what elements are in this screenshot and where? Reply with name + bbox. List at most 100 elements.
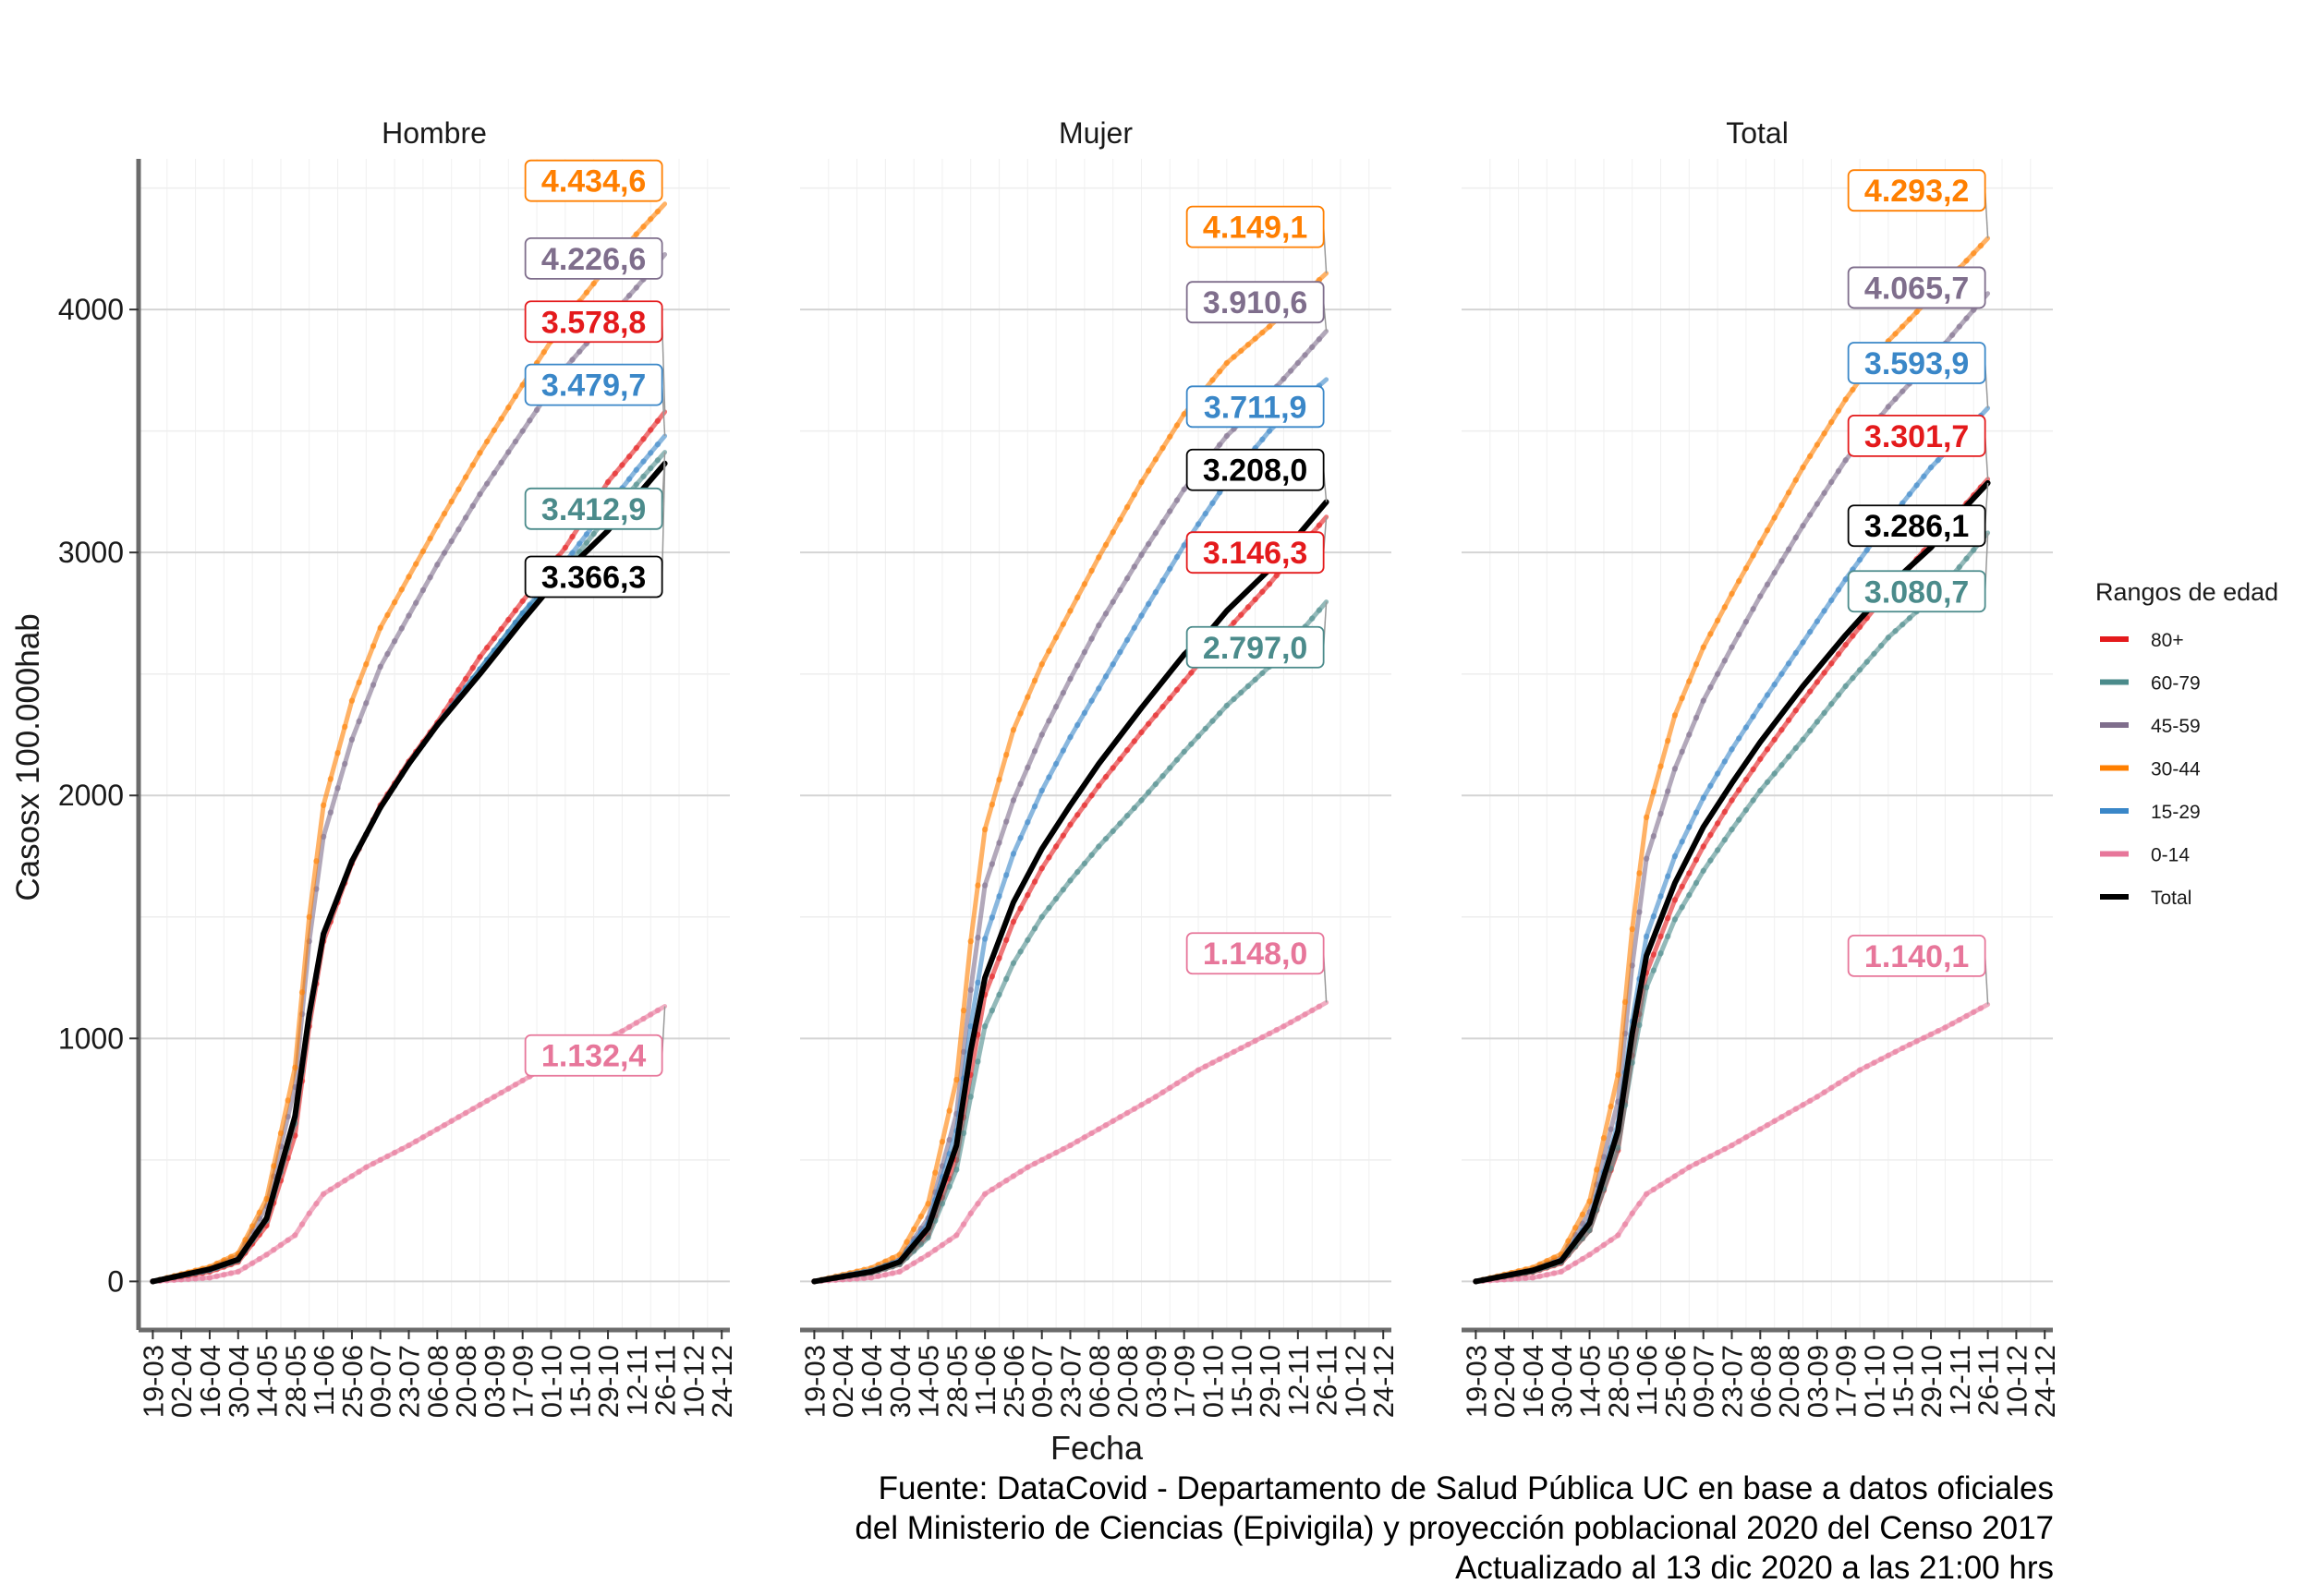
series-dot [648, 450, 654, 456]
series-dot [448, 498, 455, 505]
series-dot [419, 1134, 427, 1141]
series-dot [1074, 812, 1081, 818]
panel-title: Total [1726, 116, 1789, 150]
series-dot [917, 1255, 925, 1263]
series-dot [654, 457, 661, 464]
series-dot [967, 937, 974, 945]
series-dot [1181, 678, 1187, 684]
series-dot [1764, 692, 1771, 698]
series-dot [1017, 835, 1024, 841]
series-dot [1309, 344, 1316, 351]
series-dot [1017, 905, 1024, 912]
series-dot [583, 289, 590, 296]
series-dot [377, 1156, 383, 1164]
series-dot [1152, 456, 1159, 463]
series-dot [1686, 870, 1693, 877]
series-dot [455, 526, 462, 533]
series-dot [960, 1130, 967, 1137]
series-dot [1038, 913, 1045, 920]
series-dot [1159, 704, 1166, 710]
series-dot [1117, 756, 1123, 762]
series-dot [1294, 359, 1302, 367]
series-dot [1309, 1007, 1316, 1014]
series-dot [1643, 984, 1650, 991]
series-dot [1266, 323, 1273, 330]
series-dot [1231, 354, 1237, 360]
x-tick-label: 25-06 [336, 1345, 369, 1418]
series-dot [1629, 1210, 1635, 1216]
series-dot [1316, 1003, 1323, 1010]
series-dot [1921, 1034, 1927, 1041]
series-dot [996, 840, 1002, 846]
series-dot [342, 723, 348, 731]
series-dot [249, 1260, 256, 1266]
series-dot [1238, 347, 1244, 355]
series-dot [348, 697, 356, 704]
series-dot [1052, 895, 1060, 902]
series-dot [505, 1085, 512, 1092]
value-label-box [524, 159, 663, 202]
series-dot [1017, 949, 1024, 955]
series-dot [1814, 441, 1821, 448]
series-dot [640, 473, 647, 479]
series-dot [391, 637, 398, 645]
series-dot [946, 1107, 953, 1114]
series-dot [1038, 732, 1045, 738]
x-tick-label: 26-11 [1311, 1345, 1343, 1416]
series-dot [1123, 636, 1131, 644]
series-dot [1181, 748, 1187, 756]
series-dot [1636, 1022, 1643, 1029]
series-dot [1088, 635, 1095, 642]
series-dot [1657, 810, 1664, 817]
series-dot [1757, 787, 1764, 794]
series-dot [1138, 1102, 1145, 1108]
series-dot [1736, 577, 1742, 585]
series-dot [1244, 604, 1252, 611]
series-dot [1971, 547, 1977, 553]
series-dot [967, 986, 974, 993]
series-dot [1316, 607, 1323, 613]
series-dot [1650, 789, 1657, 795]
series-dot [1778, 671, 1785, 677]
series-dot [1529, 1275, 1536, 1281]
series-dot [1309, 615, 1316, 622]
series-dot [1181, 1075, 1187, 1082]
series-dot [1665, 873, 1671, 879]
series-dot [1167, 1084, 1173, 1092]
series-dot [1031, 748, 1038, 755]
series-dot [1835, 651, 1842, 658]
legend-title: Rangos de edad [2095, 578, 2278, 606]
series-dot [1785, 1109, 1792, 1117]
series-dot [498, 416, 504, 422]
series-dot [462, 474, 469, 480]
x-tick-label: 29-10 [1915, 1345, 1948, 1418]
series-dot [1572, 1225, 1579, 1231]
x-tick-label: 03-09 [479, 1345, 511, 1418]
series-dot [569, 533, 576, 540]
x-tick-label: 12-11 [621, 1345, 653, 1416]
series-dot [1081, 709, 1088, 717]
series-dot [540, 348, 547, 356]
series-dot [1167, 695, 1173, 702]
series-dot [1742, 776, 1750, 783]
series-dot [1942, 1024, 1948, 1031]
series-dot [1025, 764, 1031, 771]
legend-label-15-29: 15-29 [2151, 802, 2201, 823]
series-dot [1679, 1168, 1685, 1175]
series-dot [1259, 670, 1266, 677]
series-dot [1729, 1142, 1735, 1149]
series-dot [1052, 635, 1060, 641]
source-line-2: del Ministerio de Ciencias (Epivigila) y… [855, 1510, 2054, 1546]
legend-label-80+: 80+ [2151, 630, 2184, 651]
series-dot [1159, 1089, 1166, 1095]
y-tick-label: 2000 [58, 779, 124, 812]
panel-hombre: Hombre 0 1000 2000 3000 4000 19-0302-0416-0430… [58, 116, 738, 1418]
value-label-box [524, 300, 663, 344]
series-dot [1800, 639, 1806, 646]
series-dot [462, 514, 469, 521]
series-dot [1800, 464, 1806, 471]
series-dot [889, 1254, 896, 1262]
series-dot [1742, 1134, 1750, 1141]
series-dot [1750, 552, 1756, 559]
